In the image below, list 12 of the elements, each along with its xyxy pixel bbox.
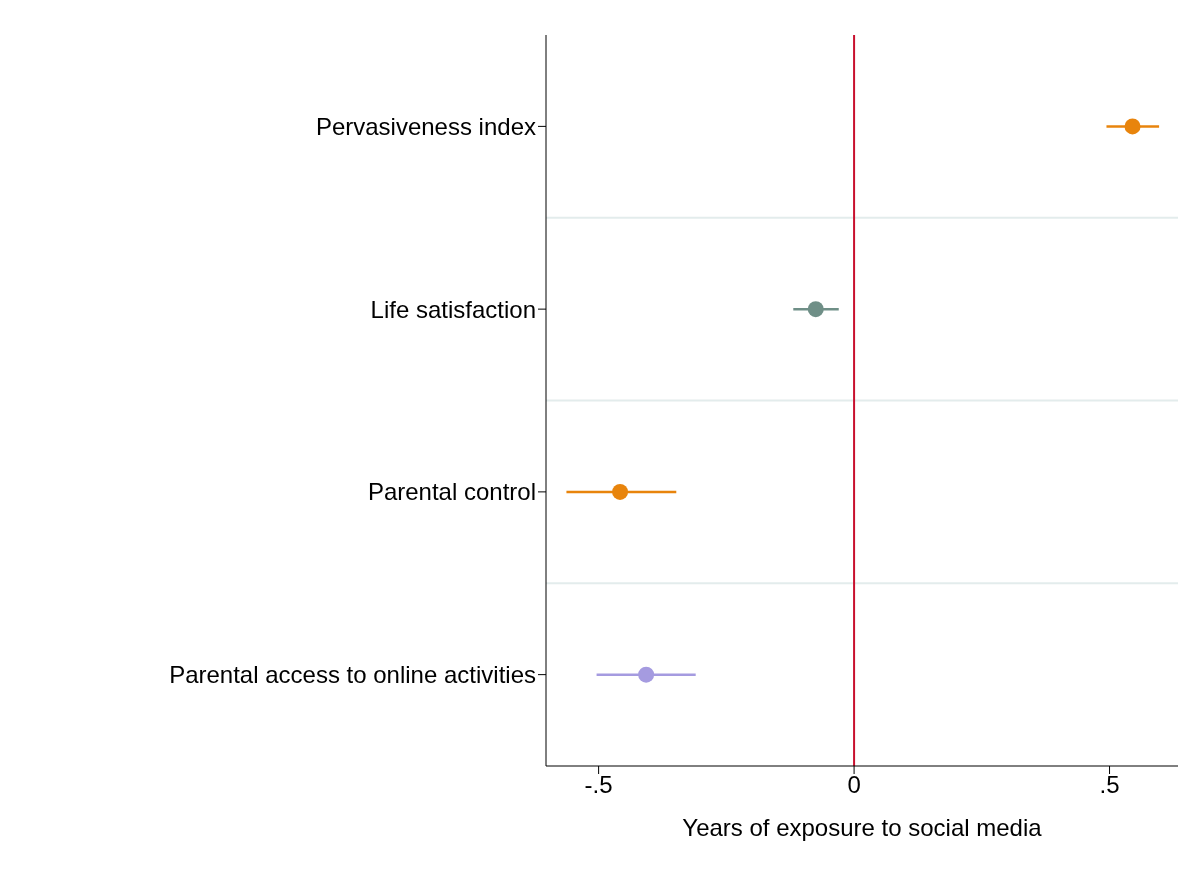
x-tick-label: .5 (1099, 771, 1120, 799)
y-tick-label: Pervasiveness index (315, 112, 536, 140)
x-axis-title: Years of exposure to social media (682, 814, 1043, 841)
x-tick-label: -.5 (584, 771, 613, 799)
point (1124, 118, 1141, 135)
point (612, 483, 629, 500)
point (638, 666, 655, 683)
y-tick-label: Life satisfaction (370, 295, 536, 323)
y-tick-label: Parental control (367, 478, 536, 506)
point (807, 301, 824, 318)
y-tick-label: Parental access to online activities (169, 661, 536, 689)
x-tick-label: 0 (847, 771, 861, 799)
